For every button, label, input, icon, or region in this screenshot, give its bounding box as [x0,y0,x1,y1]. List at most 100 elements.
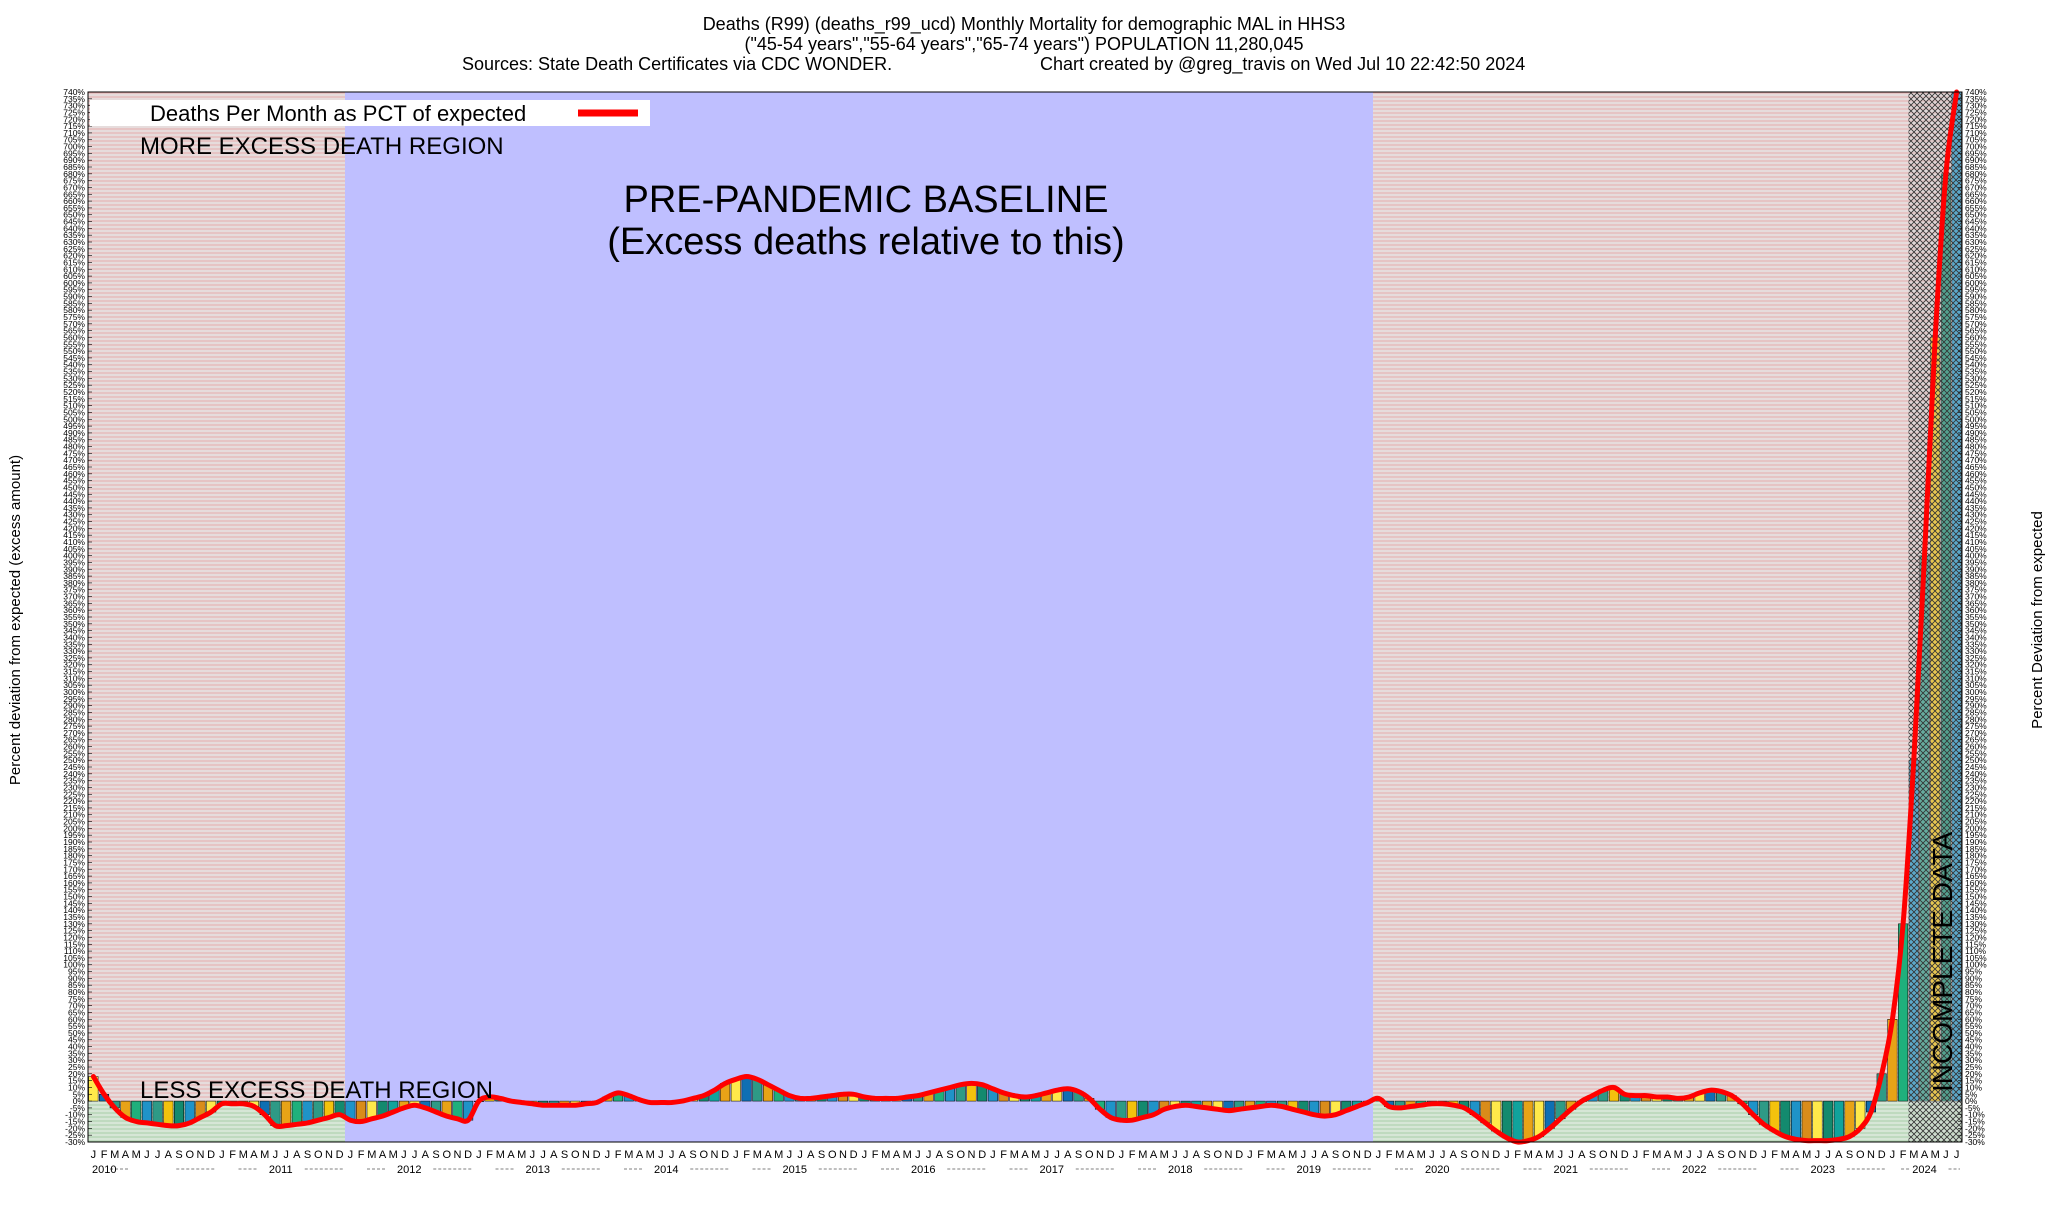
y-tick-label-right: 55% [1965,1021,1982,1031]
y-tick-label-left: 380% [63,578,85,588]
y-tick-label-right: 170% [1965,864,1987,874]
x-tick-month: O [1856,1149,1865,1161]
y-tick-label-right: 365% [1965,598,1987,608]
y-tick-label-left: 605% [63,271,85,281]
x-tick-month: J [1558,1149,1564,1161]
y-tick-label-left: 280% [63,714,85,724]
x-tick-month: J [1815,1149,1821,1161]
y-tick-label-right: 735% [1965,94,1987,104]
y-axis-right: -30%-25%-20%-15%-10%-5%0%5%10%15%20%25%3… [1958,87,1987,1147]
x-tick-month: D [1878,1149,1886,1161]
y-tick-label-left: 70% [68,1001,85,1011]
y-tick-label-right: 715% [1965,121,1987,131]
y-tick-label-left: 625% [63,244,85,254]
y-tick-label-right: 145% [1965,898,1987,908]
x-tick-month: D [207,1149,215,1161]
x-tick-month: F [229,1149,236,1161]
deaths-pct-line [90,89,1960,1145]
bar [152,1100,163,1125]
y-tick-label-left: 595% [63,285,85,295]
y-tick-label-right: 75% [1965,994,1982,1004]
y-tick-label-right: 65% [1965,1007,1982,1017]
y-tick-label-left: 610% [63,264,85,274]
x-tick-month: N [1353,1149,1361,1161]
x-tick-month: D [1492,1149,1500,1161]
plot-regions [88,92,1962,1142]
x-tick-month: F [743,1149,750,1161]
y-tick-label-left: 305% [63,680,85,690]
x-tick-month: S [304,1149,311,1161]
y-tick-label-right: 345% [1965,626,1987,636]
x-tick-month: N [1610,1149,1618,1161]
bar [163,1100,174,1126]
bar [281,1100,292,1126]
y-tick-label-left: -25% [65,1130,85,1140]
x-tick-month: F [872,1149,879,1161]
y-tick-label-right: 280% [1965,714,1987,724]
x-tick-month: M [132,1149,141,1161]
y-tick-label-left: 75% [68,994,85,1004]
y-tick-label-left: 665% [63,189,85,199]
y-tick-label-left: 555% [63,339,85,349]
x-tick-month: J [797,1149,803,1161]
y-tick-label-right: 625% [1965,244,1987,254]
y-tick-label-right: 60% [1965,1014,1982,1024]
y-tick-label-left: 235% [63,776,85,786]
x-tick-month: M [903,1149,912,1161]
y-tick-label-right: 710% [1965,128,1987,138]
y-tick-label-right: 610% [1965,264,1987,274]
y-tick-label-left: 385% [63,571,85,581]
y-tick-label-right: 580% [1965,305,1987,315]
x-tick-month: F [486,1149,493,1161]
y-tick-label-right: 690% [1965,155,1987,165]
x-tick-month: J [283,1149,289,1161]
y-tick-label-left: 455% [63,476,85,486]
x-tick-month: M [1909,1149,1918,1161]
x-tick-month: J [1943,1149,1949,1161]
y-tick-label-right: 155% [1965,885,1987,895]
x-tick-month: A [379,1149,387,1161]
x-tick-month: J [1686,1149,1692,1161]
bar [291,1100,302,1125]
less-excess-label: LESS EXCESS DEATH REGION [140,1077,493,1104]
y-tick-label-left: 290% [63,701,85,711]
x-tick-month: N [196,1149,204,1161]
x-tick-month: A [1193,1149,1201,1161]
y-tick-label-left: 415% [63,530,85,540]
y-tick-label-right: 195% [1965,830,1987,840]
y-tick-label-right: 25% [1965,1062,1982,1072]
x-tick-month: O [442,1149,451,1161]
x-tick-month: D [1235,1149,1243,1161]
x-tick-month: S [1075,1149,1082,1161]
y-tick-label-left: 495% [63,421,85,431]
x-tick-month: A [422,1149,430,1161]
y-tick-label-right: 630% [1965,237,1987,247]
x-tick-month: A [1535,1149,1543,1161]
y-tick-label-left: 420% [63,523,85,533]
x-tick-month: O [1342,1149,1351,1161]
y-tick-label-right: 370% [1965,592,1987,602]
y-tick-label-right: 295% [1965,694,1987,704]
y-tick-label-right: 445% [1965,489,1987,499]
x-tick-year: 2013 [526,1164,550,1176]
y-tick-label-left: 705% [63,135,85,145]
y-tick-label-left: 395% [63,557,85,567]
x-tick-month: J [1247,1149,1253,1161]
y-tick-label-right: 40% [1965,1042,1982,1052]
baseline-label-2: (Excess deaths relative to this) [607,221,1124,263]
x-tick-year: 2012 [397,1164,421,1176]
x-tick-month: J [605,1149,611,1161]
y-tick-label-left: 35% [68,1048,85,1058]
y-tick-label-right: 230% [1965,782,1987,792]
bar [1812,1100,1823,1141]
y-tick-label-left: 230% [63,782,85,792]
x-tick-month: S [1846,1149,1853,1161]
y-tick-label-right: 605% [1965,271,1987,281]
y-tick-label-left: 100% [63,960,85,970]
y-tick-label-left: 560% [63,332,85,342]
x-tick-month: F [358,1149,365,1161]
y-tick-label-right: 655% [1965,203,1987,213]
x-tick-month: D [1107,1149,1115,1161]
y-tick-label-left: 655% [63,203,85,213]
